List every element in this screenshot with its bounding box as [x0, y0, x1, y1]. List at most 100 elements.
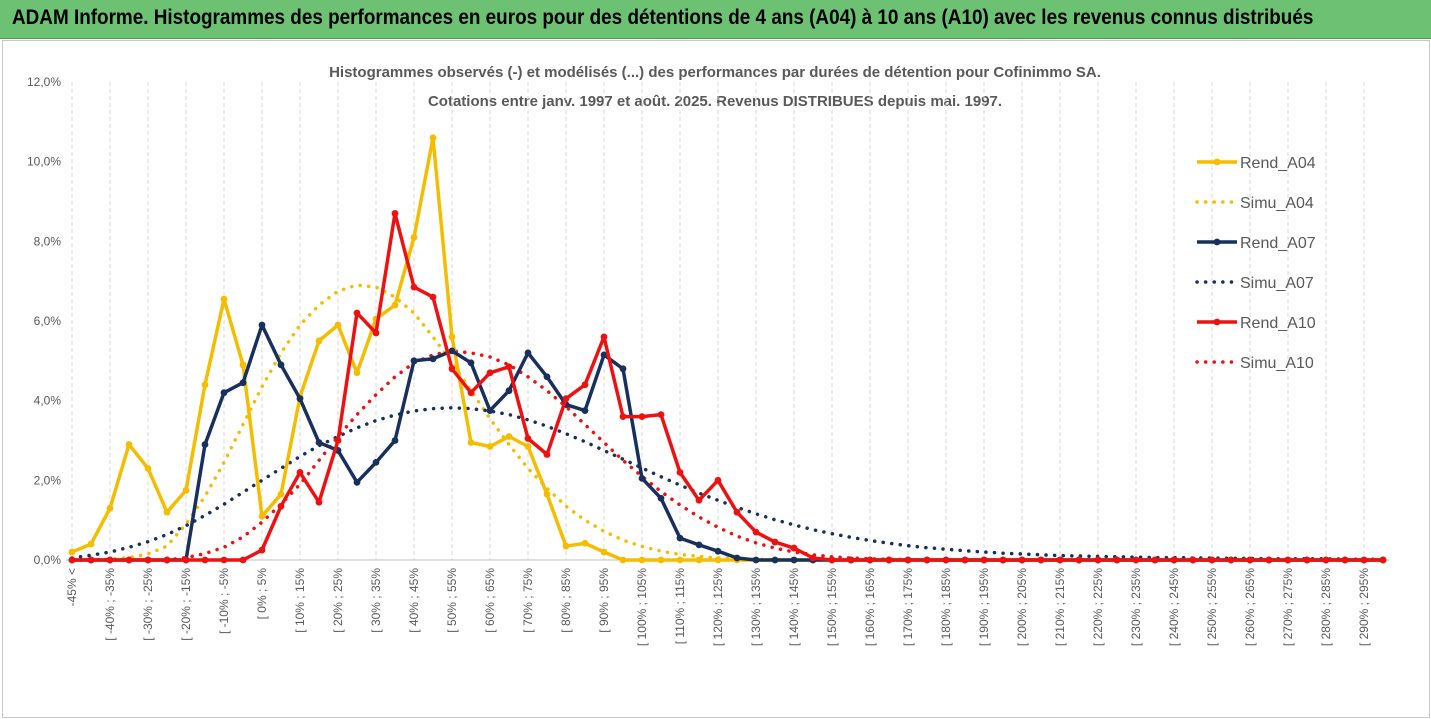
data-point: [524, 435, 532, 442]
data-point: [353, 478, 361, 486]
data-point: [600, 351, 608, 359]
data-point: [87, 556, 95, 564]
x-tick-label: [ 220% ; 225%: [1091, 568, 1105, 646]
data-point: [125, 556, 133, 564]
data-point: [752, 556, 760, 564]
series-rend-a07: [68, 321, 1387, 564]
data-point: [619, 556, 627, 564]
data-point: [980, 556, 988, 564]
x-tick-label: [ 270% ; 275%: [1281, 568, 1295, 646]
data-point: [1360, 556, 1368, 564]
x-tick-label: [ 20% ; 25%: [331, 568, 345, 633]
data-point: [752, 528, 760, 536]
data-point: [638, 556, 646, 564]
data-point: [277, 361, 285, 369]
data-point: [106, 504, 114, 512]
data-point: [866, 556, 874, 564]
data-point: [714, 547, 722, 555]
data-point: [676, 556, 684, 564]
data-point: [790, 544, 798, 552]
legend-label: Rend_A07: [1240, 235, 1316, 252]
data-point: [410, 283, 418, 291]
data-point: [638, 413, 646, 420]
data-point: [809, 554, 817, 562]
data-point: [296, 468, 304, 476]
data-point: [619, 365, 627, 373]
data-point: [676, 534, 684, 542]
data-point: [87, 540, 95, 548]
legend-item: Rend_A10: [1197, 315, 1316, 332]
series-line: [70, 406, 1385, 561]
data-point: [638, 474, 646, 482]
data-point: [144, 464, 152, 472]
data-point: [277, 490, 285, 498]
data-point: [1094, 556, 1102, 564]
data-point: [1189, 556, 1197, 564]
x-tick-label: [ 170% ; 175%: [901, 568, 915, 646]
data-point: [1379, 556, 1387, 564]
x-tick-label: [ 290% ; 295%: [1357, 568, 1371, 646]
data-point: [182, 486, 190, 494]
data-point: [1151, 556, 1159, 564]
data-point: [771, 538, 779, 546]
data-point: [201, 441, 209, 448]
data-point: [372, 459, 380, 466]
data-point: [923, 556, 931, 564]
series-simu-a07: [70, 406, 1385, 561]
data-point: [68, 548, 76, 556]
data-point: [1265, 556, 1273, 564]
data-point: [353, 309, 361, 317]
data-point: [391, 437, 399, 444]
x-tick-label: [ 150% ; 155%: [825, 568, 839, 646]
data-point: [277, 502, 285, 510]
data-point: [600, 333, 608, 341]
legend-label: Rend_A04: [1240, 155, 1316, 172]
data-point: [714, 556, 722, 564]
legend-item: Simu_A07: [1195, 275, 1314, 292]
data-point: [1113, 556, 1121, 564]
chart-subtitle: Cotations entre janv. 1997 et août. 2025…: [428, 93, 1002, 110]
data-point: [581, 539, 589, 547]
series-line: [72, 323, 1383, 562]
data-point: [828, 556, 836, 564]
legend-marker: [1213, 238, 1221, 246]
data-point: [505, 387, 513, 395]
x-tick-label: [ 280% ; 285%: [1319, 568, 1333, 646]
x-tick-label: [ -30% ; -25%: [141, 568, 155, 641]
data-point: [657, 411, 665, 419]
data-point: [448, 333, 456, 341]
x-tick-label: [ 80% ; 85%: [559, 568, 573, 633]
data-point: [619, 413, 627, 420]
data-point: [429, 134, 437, 142]
legend-marker: [1213, 158, 1221, 166]
data-point: [239, 361, 247, 369]
data-point: [334, 321, 342, 329]
data-point: [733, 554, 741, 562]
data-point: [182, 556, 190, 564]
data-point: [524, 349, 532, 357]
y-tick-label: 10,0%: [27, 155, 61, 169]
legend-label: Simu_A04: [1240, 195, 1314, 212]
x-axis: -45% < [ -40% ; -35% [ -30% ; -25% [ -20% ;…: [65, 559, 1389, 646]
data-point: [1322, 556, 1330, 564]
x-tick-label: [ 130% ; 135%: [749, 568, 763, 646]
data-point: [391, 301, 399, 309]
legend-item: Simu_A10: [1195, 355, 1314, 372]
x-tick-label: [ 200% ; 205%: [1015, 568, 1029, 646]
data-point: [543, 373, 551, 381]
series-rend-a10: [68, 210, 1387, 564]
data-point: [657, 494, 665, 502]
x-tick-label: [ 180% ; 185%: [939, 568, 953, 646]
data-point: [999, 556, 1007, 564]
y-tick-label: 2,0%: [34, 473, 62, 487]
data-point: [1303, 556, 1311, 564]
data-point: [771, 556, 779, 564]
x-tick-label: [ 70% ; 75%: [521, 568, 535, 633]
page-title: ADAM Informe. Histogrammes des performan…: [12, 6, 1314, 29]
y-tick-label: 4,0%: [34, 394, 62, 408]
data-point: [144, 556, 152, 564]
data-point: [258, 321, 266, 329]
data-point: [1246, 556, 1254, 564]
data-point: [562, 542, 570, 550]
